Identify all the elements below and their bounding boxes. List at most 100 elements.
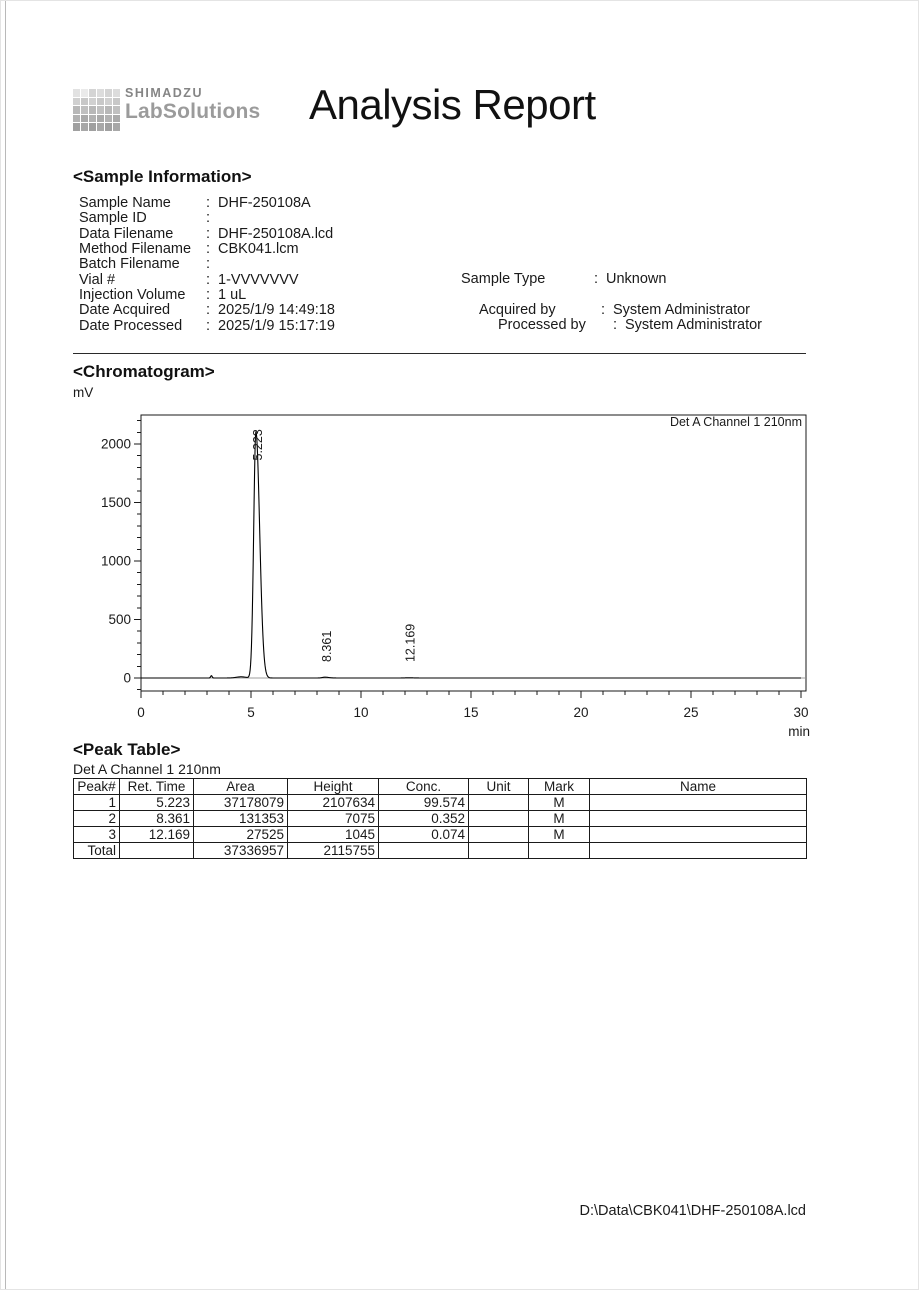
field-value: Unknown <box>606 271 667 287</box>
field-value: System Administrator <box>625 317 762 333</box>
peak-table-cell: 131353 <box>193 810 288 827</box>
brand-block: SHIMADZU LabSolutions <box>125 86 261 124</box>
peak-table-cell <box>468 826 529 843</box>
x-axis-tick-label: 15 <box>463 705 478 720</box>
peak-table-cell <box>589 794 807 811</box>
field-value: 2025/1/9 14:49:18 <box>218 302 335 319</box>
info-row: Method Filename: CBK041.lcm <box>79 241 839 258</box>
peak-table-cell <box>468 794 529 811</box>
peak-table-cell <box>119 842 194 859</box>
peak-table-cell: 1 <box>73 794 120 811</box>
field-value: DHF-250108A.lcd <box>218 225 334 242</box>
field-value: 1-VVVVVVV <box>218 271 299 288</box>
page-edge-line <box>5 1 6 1289</box>
peak-table-row: 1 5.223 37178079 2107634 99.574 M <box>73 794 807 811</box>
brand-name: SHIMADZU <box>125 86 203 100</box>
peak-table-cell: 37178079 <box>193 794 288 811</box>
peak-table-header-cell: Ret. Time <box>119 778 194 795</box>
peak-retention-label: 5.223 <box>251 429 265 460</box>
peak-table-cell: 99.574 <box>378 794 469 811</box>
info-row: Injection Volume:1 uL <box>79 287 839 304</box>
peak-table-cell: Total <box>73 842 120 859</box>
peak-table-total-row: Total 37336957 2115755 <box>73 842 807 859</box>
peak-table-channel-label: Det A Channel 1 210nm <box>73 761 221 777</box>
info-row: Date Processed:2025/1/9 15:17:19 <box>79 317 839 334</box>
info-row: Data Filename: DHF-250108A.lcd <box>79 225 839 242</box>
x-axis-tick-label: 0 <box>137 705 145 720</box>
y-axis-tick-label: 1000 <box>101 554 131 569</box>
y-axis-tick-label: 1500 <box>101 495 131 510</box>
field-label: Processed by <box>498 317 586 333</box>
peak-table-header-cell: Mark <box>528 778 590 795</box>
peak-table-header-cell: Area <box>193 778 288 795</box>
peak-table-cell: 2 <box>73 810 120 827</box>
field-label: Date Processed <box>79 317 183 334</box>
y-axis-tick-label: 0 <box>123 671 131 686</box>
chromatogram-svg: 0 500 1000 1500 2000 0 5 10 15 20 25 30 min Det A Cha… <box>101 414 810 739</box>
field-value: 1 uL <box>218 287 247 304</box>
y-axis-tick-label: 2000 <box>101 437 131 452</box>
peak-table-cell: 7075 <box>287 810 379 827</box>
field-label: Batch Filename <box>79 256 180 273</box>
peak-table-cell <box>589 826 807 843</box>
peak-table-cell: M <box>528 826 590 843</box>
page-title: Analysis Report <box>309 81 596 128</box>
chromatogram-heading: <Chromatogram> <box>73 362 215 381</box>
peak-table-row: 2 8.361 131353 7075 0.352 M <box>73 810 807 827</box>
peak-table-cell: 37336957 <box>193 842 288 859</box>
peak-table-cell <box>468 810 529 827</box>
peak-table-header-cell: Name <box>589 778 807 795</box>
field-label: Date Acquired <box>79 302 171 319</box>
peak-table-cell <box>589 810 807 827</box>
peak-table-cell <box>528 842 590 859</box>
info-row: Batch Filename: <box>79 256 839 273</box>
field-label: Method Filename <box>79 241 192 258</box>
field-colon: : <box>613 317 618 333</box>
field-colon: : <box>206 287 211 304</box>
plot-frame <box>140 414 807 692</box>
field-colon: : <box>594 271 599 287</box>
field-colon: : <box>206 210 211 227</box>
y-axis-unit-label: mV <box>73 385 94 400</box>
sample-info-left-column: Sample Name: DHF-250108A Sample ID: Data Fi… <box>79 195 839 334</box>
field-value: System Administrator <box>613 302 750 318</box>
shimadzu-logo-icon <box>73 89 120 131</box>
product-name: LabSolutions <box>125 100 261 123</box>
y-axis-tick-label: 500 <box>108 612 131 627</box>
field-label: Sample Name <box>79 195 171 211</box>
sample-information-section: Sample Name: DHF-250108A Sample ID: Data Fi… <box>79 195 839 334</box>
field-value: DHF-250108A <box>218 195 311 211</box>
info-row: Acquired by: System Administrator <box>479 302 750 318</box>
field-label: Acquired by <box>479 302 556 318</box>
peak-table-cell: 0.074 <box>378 826 469 843</box>
peak-table-heading: <Peak Table> <box>73 740 181 759</box>
peak-table-cell: 2115755 <box>287 842 379 859</box>
field-colon: : <box>206 225 211 242</box>
info-row: Date Acquired:2025/1/9 14:49:18 <box>79 302 839 319</box>
peak-table-cell: 27525 <box>193 826 288 843</box>
section-divider <box>73 353 806 354</box>
chromatogram-plot: 0 500 1000 1500 2000 0 5 10 15 20 25 30 min Det A Cha… <box>91 409 831 741</box>
field-label: Data Filename <box>79 225 174 242</box>
field-colon: : <box>206 256 211 273</box>
field-value: CBK041.lcm <box>218 241 299 258</box>
field-label: Vial # <box>79 271 116 288</box>
x-axis-tick-label: 30 <box>793 705 808 720</box>
field-colon: : <box>206 317 211 334</box>
field-colon: : <box>206 271 211 288</box>
peak-table-header-cell: Unit <box>468 778 529 795</box>
field-colon: : <box>206 241 211 258</box>
peak-table-cell <box>378 842 469 859</box>
field-colon: : <box>206 302 211 319</box>
peak-table: Peak# Ret. Time Area Height Conc. Unit Mark Nam… <box>73 778 807 859</box>
info-row: Sample Type: Unknown <box>461 271 667 287</box>
field-value: 2025/1/9 15:17:19 <box>218 317 335 334</box>
peak-table-cell: M <box>528 810 590 827</box>
peak-table-cell: 1045 <box>287 826 379 843</box>
peak-table-cell: M <box>528 794 590 811</box>
info-row: Vial #:1-VVVVVVV <box>79 271 839 288</box>
field-colon: : <box>206 195 211 211</box>
info-row: Sample Name: DHF-250108A <box>79 195 839 211</box>
x-axis-tick-label: 25 <box>683 705 698 720</box>
